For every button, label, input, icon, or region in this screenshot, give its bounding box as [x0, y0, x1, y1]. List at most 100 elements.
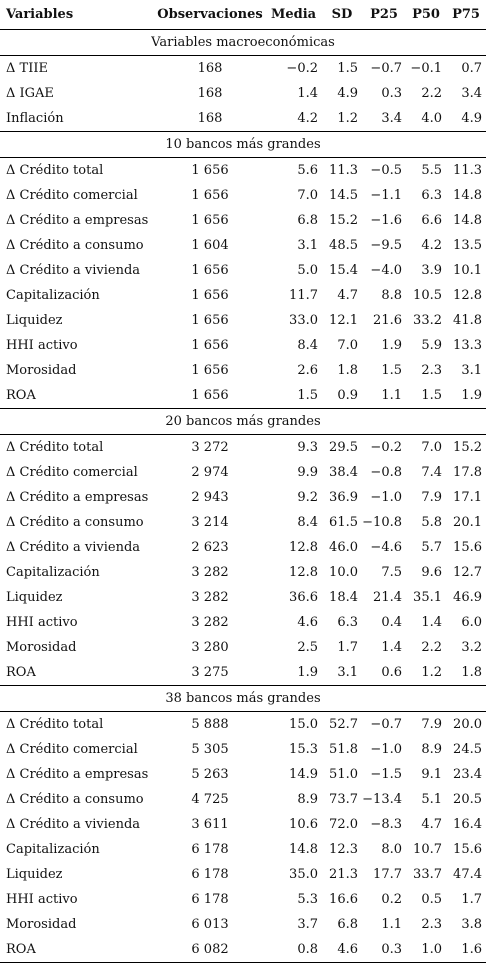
observaciones-value: 1 656: [191, 313, 229, 328]
media-value: 10.6: [289, 817, 318, 832]
sd-value: 15.4: [329, 263, 358, 278]
variable-name: Δ Crédito a consumo: [6, 792, 144, 807]
media-value: 3.1: [297, 238, 318, 253]
observaciones-value: 5 888: [191, 717, 229, 732]
table-row: ROA 1 656 1.5 0.9 1.1 1.5 1.9: [0, 383, 486, 409]
variable-name: Δ Crédito a empresas: [6, 490, 149, 505]
p25-value: −4.6: [370, 540, 402, 555]
p75-value: 11.3: [453, 163, 482, 178]
media-value: −0.2: [286, 61, 318, 76]
variable-name: Δ Crédito a vivienda: [6, 817, 141, 832]
observaciones-value: 1 656: [191, 288, 229, 303]
p50-value: 4.7: [421, 817, 442, 832]
section-title: 10 bancos más grandes: [0, 131, 486, 158]
p75-value: 4.9: [461, 111, 482, 126]
sd-value: 46.0: [329, 540, 358, 555]
p50-value: 5.9: [421, 338, 442, 353]
p25-value: −1.6: [370, 213, 402, 228]
media-value: 4.6: [297, 615, 318, 630]
sd-value: 51.8: [329, 742, 358, 757]
table-row: Liquidez 3 282 36.6 18.4 21.4 35.1 46.9: [0, 585, 486, 610]
observaciones-value: 1 656: [191, 338, 229, 353]
table-row: ROA 6 082 0.8 4.6 0.3 1.0 1.6: [0, 937, 486, 963]
table-row: Δ Crédito a empresas 5 263 14.9 51.0 −1.5 9.1…: [0, 762, 486, 787]
variable-name: Δ Crédito a consumo: [6, 515, 144, 530]
variable-name: Δ Crédito a empresas: [6, 213, 149, 228]
p50-value: 6.6: [421, 213, 442, 228]
table-row: Δ Crédito a consumo 1 604 3.1 48.5 −9.5 4.2 13…: [0, 233, 486, 258]
p25-value: 1.9: [381, 338, 402, 353]
observaciones-value: 5 305: [191, 742, 229, 757]
media-value: 2.6: [297, 363, 318, 378]
observaciones-value: 3 282: [191, 590, 229, 605]
p75-value: 15.6: [453, 540, 482, 555]
media-value: 9.3: [297, 440, 318, 455]
observaciones-value: 1 656: [191, 388, 229, 403]
p50-value: 8.9: [421, 742, 442, 757]
variable-name: Δ Crédito a vivienda: [6, 263, 141, 278]
variable-name: Capitalización: [6, 842, 100, 857]
variable-name: Δ Crédito a empresas: [6, 767, 149, 782]
sd-value: 12.1: [329, 313, 358, 328]
observaciones-value: 3 275: [191, 665, 229, 680]
sd-value: 4.9: [337, 86, 358, 101]
sd-value: 48.5: [329, 238, 358, 253]
p25-value: 0.4: [381, 615, 402, 630]
table-row: HHI activo 6 178 5.3 16.6 0.2 0.5 1.7: [0, 887, 486, 912]
sd-value: 0.9: [337, 388, 358, 403]
section-header-row: 38 bancos más grandes: [0, 685, 486, 712]
sd-value: 29.5: [329, 440, 358, 455]
observaciones-value: 3 282: [191, 615, 229, 630]
p50-value: 7.9: [421, 490, 442, 505]
sd-value: 18.4: [329, 590, 358, 605]
p75-value: 15.2: [453, 440, 482, 455]
table-row: Inflación 168 4.2 1.2 3.4 4.0 4.9: [0, 106, 486, 132]
variable-name: Capitalización: [6, 565, 100, 580]
p50-value: 2.2: [421, 640, 442, 655]
observaciones-value: 3 280: [191, 640, 229, 655]
table-row: Capitalización 3 282 12.8 10.0 7.5 9.6 12.7: [0, 560, 486, 585]
p25-value: −10.8: [362, 515, 402, 530]
sd-value: 4.7: [337, 288, 358, 303]
sd-value: 6.3: [337, 615, 358, 630]
p25-value: −1.1: [370, 188, 402, 203]
media-value: 4.2: [297, 111, 318, 126]
observaciones-value: 2 623: [191, 540, 229, 555]
media-value: 15.3: [289, 742, 318, 757]
p50-value: 7.0: [421, 440, 442, 455]
sd-value: 12.3: [329, 842, 358, 857]
p75-value: 13.5: [453, 238, 482, 253]
media-value: 5.0: [297, 263, 318, 278]
observaciones-value: 1 656: [191, 363, 229, 378]
sd-value: 36.9: [329, 490, 358, 505]
table-row: Δ Crédito comercial 5 305 15.3 51.8 −1.0 8.9 2…: [0, 737, 486, 762]
p50-value: 5.1: [421, 792, 442, 807]
p25-value: 7.5: [381, 565, 402, 580]
p50-value: 5.7: [421, 540, 442, 555]
p75-value: 3.8: [461, 917, 482, 932]
variable-name: HHI activo: [6, 615, 78, 630]
p75-value: 1.7: [461, 892, 482, 907]
observaciones-value: 3 611: [191, 817, 229, 832]
observaciones-value: 1 604: [191, 238, 229, 253]
sd-value: 10.0: [329, 565, 358, 580]
p25-value: −0.5: [370, 163, 402, 178]
variable-name: Morosidad: [6, 640, 77, 655]
observaciones-value: 6 178: [191, 892, 229, 907]
p50-value: 1.0: [406, 937, 446, 963]
variable-name: Δ Crédito a vivienda: [6, 540, 141, 555]
variable-name: ROA: [6, 388, 36, 403]
p50-value: 4.0: [421, 111, 442, 126]
table-row: Δ Crédito comercial 2 974 9.9 38.4 −0.8 7.4 17…: [0, 460, 486, 485]
header-observaciones: Observaciones: [155, 0, 265, 30]
p25-value: −1.5: [370, 767, 402, 782]
variable-name: Δ Crédito comercial: [6, 465, 138, 480]
media-value: 14.9: [289, 767, 318, 782]
sd-value: 1.2: [337, 111, 358, 126]
table-row: Δ Crédito a empresas 2 943 9.2 36.9 −1.0 7.9 1…: [0, 485, 486, 510]
variable-name: Δ Crédito a consumo: [6, 238, 144, 253]
p25-value: −13.4: [362, 792, 402, 807]
p25-value: 8.0: [381, 842, 402, 857]
section-group: 38 bancos más grandes Δ Crédito total 5 88…: [0, 685, 486, 963]
p25-value: −0.7: [370, 717, 402, 732]
